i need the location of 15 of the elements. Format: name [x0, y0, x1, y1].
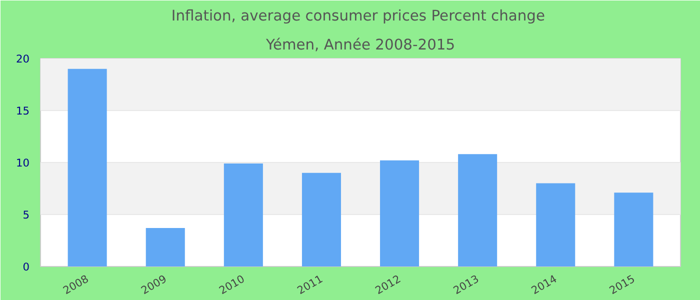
- bar: [536, 183, 576, 266]
- bar: [302, 172, 341, 266]
- bar: [224, 164, 263, 266]
- bar: [146, 228, 185, 266]
- bar: [68, 68, 107, 266]
- y-tick-label: 15: [16, 104, 30, 118]
- bar: [380, 160, 420, 266]
- chart-subtitle: Yémen, Année 2008-2015: [264, 36, 456, 54]
- chart-title: Inflation, average consumer prices Percent change: [171, 8, 545, 24]
- y-tick-label: 10: [16, 156, 30, 170]
- bar: [614, 192, 654, 266]
- y-tick-label: 0: [22, 260, 30, 274]
- y-tick-label: 5: [22, 208, 30, 222]
- y-tick-label: 20: [16, 52, 30, 66]
- bar: [458, 154, 498, 266]
